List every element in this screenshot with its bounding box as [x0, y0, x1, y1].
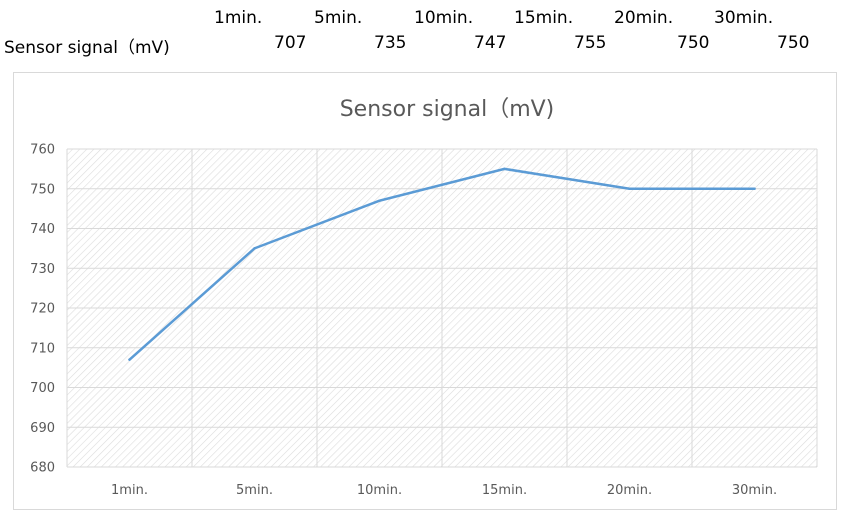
- data-point: [378, 199, 381, 202]
- y-tick-label: 730: [30, 262, 55, 277]
- x-axis-ticks: 1min. 5min. 10min. 15min. 20min. 30min.: [111, 483, 777, 498]
- sheet-row-label-cell[interactable]: Sensor signal（mV): [4, 38, 170, 58]
- sheet-value-cell[interactable]: 750: [777, 33, 810, 53]
- sheet-header-cell[interactable]: 10min.: [414, 8, 474, 28]
- sheet-value-cell[interactable]: 735: [374, 33, 407, 53]
- y-tick-label: 710: [30, 341, 55, 356]
- x-tick-label: 10min.: [357, 483, 402, 498]
- sheet-header-cell[interactable]: 15min.: [514, 8, 574, 28]
- y-axis-ticks: 680 690 700 710 720 730 740 750 760: [30, 143, 55, 476]
- x-tick-label: 20min.: [607, 483, 652, 498]
- data-point: [628, 187, 631, 190]
- data-point: [503, 167, 506, 171]
- sheet-value-cell[interactable]: 747: [474, 33, 507, 53]
- data-point: [253, 247, 256, 250]
- sheet-header-cell[interactable]: 20min.: [614, 8, 674, 28]
- sheet-value-cell[interactable]: 750: [677, 33, 710, 53]
- series-layer: [128, 167, 756, 361]
- y-tick-label: 740: [30, 222, 55, 237]
- sheet-header-cell[interactable]: 5min.: [314, 8, 363, 28]
- x-tick-label: 1min.: [111, 483, 148, 498]
- sheet-value-cell[interactable]: 755: [574, 33, 607, 53]
- sheet-header-cell[interactable]: 1min.: [214, 8, 263, 28]
- y-tick-label: 750: [30, 182, 55, 197]
- y-tick-label: 720: [30, 302, 55, 317]
- y-tick-label: 700: [30, 381, 55, 396]
- sheet-header-row: 1min. 5min. 10min. 15min. 20min. 30min.: [0, 8, 848, 32]
- gridlines: [66, 148, 818, 468]
- sheet-header-cell[interactable]: 30min.: [714, 8, 774, 28]
- y-tick-label: 690: [30, 421, 55, 436]
- chart-frame[interactable]: Sensor signal（mV) 680 690 700 710 720 730 740 7…: [13, 72, 837, 510]
- x-tick-label: 15min.: [482, 483, 527, 498]
- data-point: [753, 187, 756, 190]
- chart-title: Sensor signal（mV): [340, 97, 555, 122]
- y-tick-label: 680: [30, 461, 55, 476]
- sheet-data-row: Sensor signal（mV) 707 735 747 755 750 75…: [0, 33, 848, 58]
- x-tick-label: 30min.: [732, 483, 777, 498]
- sheet-value-cell[interactable]: 707: [274, 33, 307, 53]
- series-line: [128, 167, 756, 361]
- line-chart: Sensor signal（mV) 680 690 700 710 720 730 740 7…: [30, 97, 818, 498]
- data-point: [128, 358, 131, 361]
- y-tick-label: 760: [30, 143, 55, 158]
- x-tick-label: 5min.: [236, 483, 273, 498]
